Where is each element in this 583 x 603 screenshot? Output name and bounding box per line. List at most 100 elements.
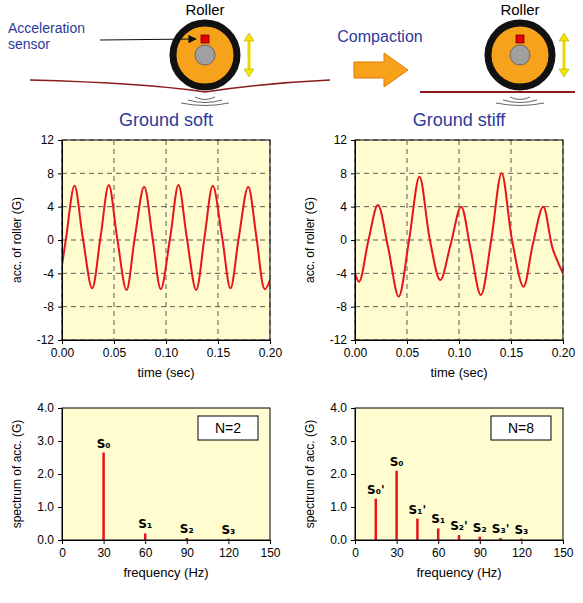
vibration-arrow	[244, 33, 254, 77]
vibration-wave	[195, 97, 215, 100]
x-axis: 0.000.050.100.150.20	[51, 340, 283, 360]
y-axis: -12-8-404812	[330, 133, 356, 347]
vibration-arrow	[559, 33, 569, 77]
tick: 4.0	[37, 401, 62, 415]
grid-line	[62, 206, 270, 207]
tick-label: 8	[340, 167, 347, 181]
plot-background	[62, 408, 270, 540]
tick-mark	[351, 474, 355, 475]
tick: 4.0	[330, 401, 355, 415]
chart-panel: 03060901201500.01.02.03.04.0frequency (H…	[303, 401, 574, 580]
tick-label: 12	[334, 133, 348, 147]
tick-label: -4	[336, 267, 347, 281]
tick-mark	[351, 240, 355, 241]
tick: 0.10	[448, 340, 472, 360]
tick-label: 8	[47, 167, 54, 181]
diagram: RollerRollerAccelerationsensorCompaction	[8, 1, 575, 106]
arrow-head	[244, 33, 254, 41]
chart-panel: 0.000.050.100.150.20-12-8-404812time (se…	[303, 110, 575, 380]
tick-mark	[62, 540, 63, 544]
chart-panel: 0.000.050.100.150.20-12-8-404812time (se…	[10, 110, 282, 380]
chart-panel: 03060901201500.01.02.03.04.0frequency (H…	[10, 401, 281, 580]
tick: -4	[43, 267, 62, 281]
plot-frame	[62, 140, 270, 340]
tick-mark	[58, 307, 62, 308]
sensor-pointer	[100, 39, 196, 40]
tick: 0.00	[344, 340, 368, 360]
tick-mark	[166, 340, 167, 344]
grid-line	[407, 140, 408, 340]
tick-mark	[58, 507, 62, 508]
tick-mark	[58, 540, 62, 541]
sensor-label-line: sensor	[8, 36, 50, 52]
tick-label: 120	[512, 546, 532, 560]
arrow-shaft	[248, 39, 251, 71]
annotation: N=8	[508, 420, 534, 436]
tick: 4	[340, 200, 355, 214]
roller-axle	[510, 45, 530, 65]
tick-mark	[355, 340, 356, 344]
canvas: RollerRollerAccelerationsensorCompaction…	[0, 0, 583, 603]
y-axis-title: spectrum of acc. (G)	[303, 420, 317, 529]
peak-label: S₀	[97, 437, 111, 451]
x-axis-line	[63, 540, 271, 541]
tick: 0.15	[500, 340, 524, 360]
chart-title: Ground soft	[119, 110, 213, 130]
tick-mark	[187, 540, 188, 544]
figure: RollerRollerAccelerationsensorCompaction…	[0, 0, 583, 603]
tick-label: 0.10	[155, 346, 179, 360]
tick-mark	[58, 441, 62, 442]
acceleration-sensor	[516, 35, 524, 43]
spectrum-stem	[416, 519, 419, 540]
peak-label: S₁'	[409, 503, 427, 517]
y-axis: -12-8-404812	[37, 133, 63, 347]
peak-label: S₀'	[367, 483, 385, 497]
tick-label: 0.05	[396, 346, 420, 360]
grid-line	[114, 140, 115, 340]
tick: 0	[340, 233, 355, 247]
peak-label: S₁	[431, 512, 445, 526]
peak-label: S₁	[138, 517, 152, 531]
roller-label: Roller	[185, 1, 224, 18]
tick-label: 150	[260, 546, 280, 560]
annotation-box	[198, 416, 258, 440]
sensor-label-line: Acceleration	[8, 20, 85, 36]
grid-line	[355, 306, 563, 307]
tick-mark	[145, 540, 146, 544]
tick-label: 0.00	[51, 346, 75, 360]
tick: 150	[553, 540, 573, 560]
tick: 4	[47, 200, 62, 214]
spectrum-stem	[375, 499, 378, 540]
tick-mark	[351, 173, 355, 174]
marks	[62, 185, 270, 290]
arrow-head	[559, 69, 569, 77]
compaction-label: Compaction	[337, 28, 422, 45]
tick-label: 0.0	[37, 533, 54, 547]
y-axis: 0.01.02.03.04.0	[37, 401, 62, 547]
tick-label: 0.0	[330, 533, 347, 547]
roller-axle	[195, 45, 215, 65]
tick-label: 4	[340, 200, 347, 214]
tick-mark	[104, 540, 105, 544]
tick-mark	[521, 540, 522, 544]
y-axis-title: acc. of roller (G)	[10, 197, 24, 283]
tick-label: 90	[181, 546, 195, 560]
tick-mark	[58, 273, 62, 274]
tick-label: 0.20	[259, 346, 283, 360]
annotation-box	[491, 416, 551, 440]
tick: 2.0	[330, 467, 355, 481]
tick-mark	[351, 540, 355, 541]
tick: 30	[390, 540, 404, 560]
y-axis-line	[62, 409, 63, 541]
tick-label: 12	[41, 133, 55, 147]
tick: 0.20	[259, 340, 283, 360]
tick-label: 0.15	[500, 346, 524, 360]
tick: 0.00	[51, 340, 75, 360]
plot-background	[62, 140, 270, 340]
data-line	[62, 185, 270, 290]
tick: 0.05	[103, 340, 127, 360]
tick-mark	[355, 540, 356, 544]
peak-label: S₂	[180, 522, 194, 536]
tick-label: 2.0	[330, 467, 347, 481]
tick: -12	[37, 333, 62, 347]
